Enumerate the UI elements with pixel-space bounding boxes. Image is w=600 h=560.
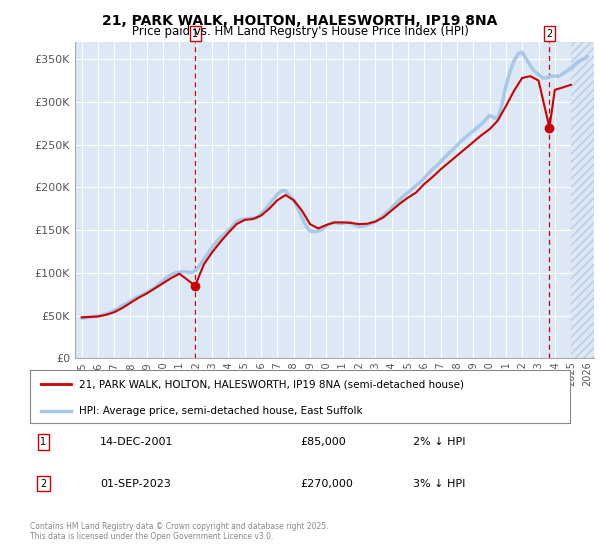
Text: 1: 1 [192, 29, 198, 39]
Text: £270,000: £270,000 [300, 479, 353, 488]
Text: 21, PARK WALK, HOLTON, HALESWORTH, IP19 8NA (semi-detached house): 21, PARK WALK, HOLTON, HALESWORTH, IP19 … [79, 380, 464, 390]
Text: 1: 1 [40, 437, 47, 447]
Text: Price paid vs. HM Land Registry's House Price Index (HPI): Price paid vs. HM Land Registry's House … [131, 25, 469, 38]
Text: 01-SEP-2023: 01-SEP-2023 [100, 479, 171, 488]
Text: 2% ↓ HPI: 2% ↓ HPI [413, 437, 466, 447]
Text: 2: 2 [40, 479, 47, 488]
Text: HPI: Average price, semi-detached house, East Suffolk: HPI: Average price, semi-detached house,… [79, 406, 362, 416]
Bar [571, 16, 600, 358]
Text: 14-DEC-2001: 14-DEC-2001 [100, 437, 174, 447]
Text: £85,000: £85,000 [300, 437, 346, 447]
Text: 2: 2 [547, 29, 553, 39]
Text: 21, PARK WALK, HOLTON, HALESWORTH, IP19 8NA: 21, PARK WALK, HOLTON, HALESWORTH, IP19 … [103, 14, 497, 28]
Text: 3% ↓ HPI: 3% ↓ HPI [413, 479, 466, 488]
Text: Contains HM Land Registry data © Crown copyright and database right 2025.
This d: Contains HM Land Registry data © Crown c… [30, 522, 329, 542]
